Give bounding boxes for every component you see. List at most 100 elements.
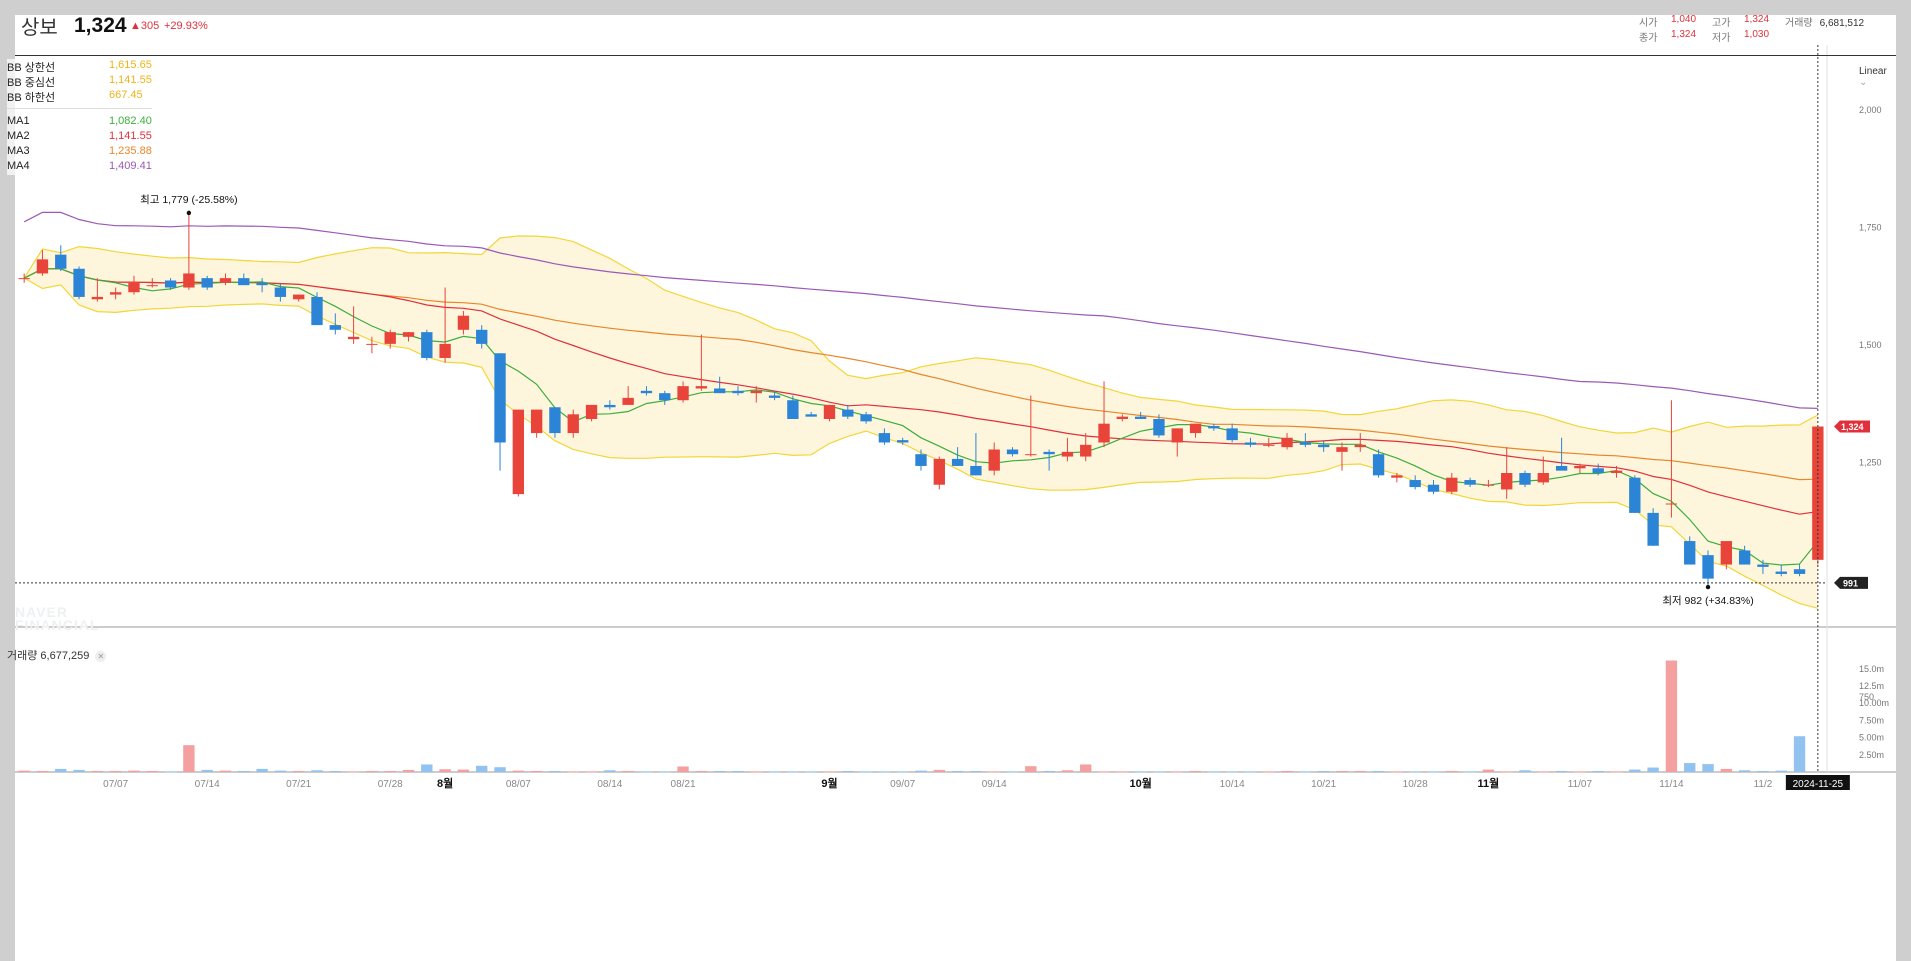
volume-bar <box>238 770 250 772</box>
candle-body <box>933 458 945 485</box>
candle-body <box>1354 444 1366 448</box>
x-tick-label: 11/07 <box>1568 779 1593 790</box>
x-tick-label: 08/21 <box>671 779 696 790</box>
volume-bar <box>457 769 470 772</box>
candle-body <box>1665 503 1678 505</box>
volume-bar <box>109 770 122 772</box>
volume-summary-label: 거래량 <box>1785 18 1813 29</box>
candle-body <box>823 404 836 419</box>
candle-body <box>1208 426 1220 429</box>
volume-bar <box>73 769 85 772</box>
volume-bar <box>805 771 817 773</box>
volume-bar <box>732 770 744 772</box>
legend-value: 1,082.40 <box>109 115 152 127</box>
candle-body <box>1134 416 1147 419</box>
candle-body <box>1555 465 1568 471</box>
close-label: 종가 <box>1639 33 1658 44</box>
x-tick-label: 10/14 <box>1220 779 1245 790</box>
volume-bar <box>1537 771 1549 773</box>
close-price: 종가 1,324 <box>1639 29 1696 44</box>
volume-bar <box>677 766 689 772</box>
volume-bar <box>293 770 305 772</box>
volume-bar <box>183 745 195 772</box>
stock-name: 상보 <box>21 17 58 39</box>
candle-body <box>1391 475 1403 478</box>
candle-body <box>732 390 744 394</box>
candle-body <box>1720 541 1733 565</box>
volume-bar <box>860 771 872 773</box>
candle-body <box>439 343 451 358</box>
bb-upper-line <box>23 235 1819 434</box>
volume-panel-title: 거래량 6,677,259 <box>7 650 90 662</box>
volume-bar <box>933 769 945 772</box>
scale-label: Linear <box>1859 66 1887 77</box>
candle-body <box>1299 442 1312 445</box>
volume-bar <box>329 770 341 772</box>
candle-body <box>1098 423 1110 443</box>
legend-row: MA1 1,082.40 <box>7 115 167 130</box>
volume-tick-label: 12.5m <box>1859 681 1884 691</box>
volume-bar <box>1574 771 1586 773</box>
candle-body <box>1464 480 1476 485</box>
candle-body <box>915 454 927 466</box>
candle-body <box>1043 451 1055 455</box>
crosshair-date-label: 2024-11-25 <box>1793 779 1844 790</box>
volume-bar <box>549 770 561 772</box>
quote-header: 상보 1,324 ▲305 +29.93% 시가 1,040 종가 1,324 고가… <box>15 14 1896 56</box>
candle-body <box>347 336 360 340</box>
volume-bar <box>347 771 360 773</box>
stock-chart[interactable]: 2,000 1,750 1,500 1,250 750 15.0m 12.5m 10.00m 7… <box>15 15 1896 961</box>
candle-body <box>585 404 598 419</box>
candle-body <box>1061 451 1074 457</box>
candle-body <box>164 280 177 288</box>
candle-body <box>604 404 616 408</box>
candle-body <box>1684 541 1696 565</box>
close-icon[interactable]: ✕ <box>95 651 107 662</box>
legend-row: BB 하한선 667.45 <box>7 89 167 104</box>
candle-body <box>366 343 378 345</box>
scale-selector[interactable]: Linear ⌄ <box>1859 66 1896 88</box>
x-tick-label: 10월 <box>1129 776 1151 790</box>
legend-name: MA2 <box>7 130 30 142</box>
volume-bar <box>1043 770 1055 772</box>
volume-bar <box>1189 770 1202 772</box>
candle-body <box>1574 465 1586 469</box>
volume-bar <box>1171 771 1183 773</box>
candle-body <box>1226 428 1238 441</box>
candle-body <box>1592 468 1604 473</box>
volume-bar <box>988 771 1000 773</box>
indicator-legend: BB 상한선 1,615.65 BB 중심선 1,141.55 BB 하한선 667.… <box>7 59 167 175</box>
volume-bar <box>1555 770 1568 772</box>
legend-value: 1,141.55 <box>109 130 152 142</box>
ma1-line <box>23 268 1819 566</box>
open-price: 시가 1,040 <box>1639 14 1696 29</box>
candle-body <box>1702 555 1714 579</box>
candle-body <box>1793 569 1806 574</box>
legend-row: MA3 1,235.88 <box>7 145 167 160</box>
candle-body <box>1006 449 1019 455</box>
candle-body <box>384 332 396 344</box>
volume-bar <box>55 768 67 772</box>
high-price: 고가 1,324 <box>1712 14 1769 29</box>
candle-body <box>476 329 488 344</box>
candle-body <box>1372 454 1385 476</box>
x-tick-label: 08/07 <box>506 779 531 790</box>
legend-name: MA3 <box>7 145 30 157</box>
x-tick-label: 10/21 <box>1311 779 1336 790</box>
volume-bar <box>1299 771 1312 773</box>
extreme-marker <box>186 210 192 216</box>
volume-bar <box>1738 770 1751 772</box>
last-price-tag <box>1834 420 1870 433</box>
candle-body <box>109 292 122 295</box>
volume-summary-value: 6,681,512 <box>1819 18 1865 29</box>
volume-bar <box>970 770 982 772</box>
candle-body <box>55 254 67 269</box>
crosshair-date-tag <box>1785 775 1850 790</box>
watermark-line: FINANCIAL <box>15 617 100 633</box>
volume-bar <box>1354 770 1366 772</box>
open-label: 시가 <box>1639 18 1658 29</box>
volume-tick-label: 2.50m <box>1859 750 1884 760</box>
candle-body <box>878 433 891 443</box>
candle-body <box>805 414 817 417</box>
price-change: ▲305 <box>130 20 159 32</box>
